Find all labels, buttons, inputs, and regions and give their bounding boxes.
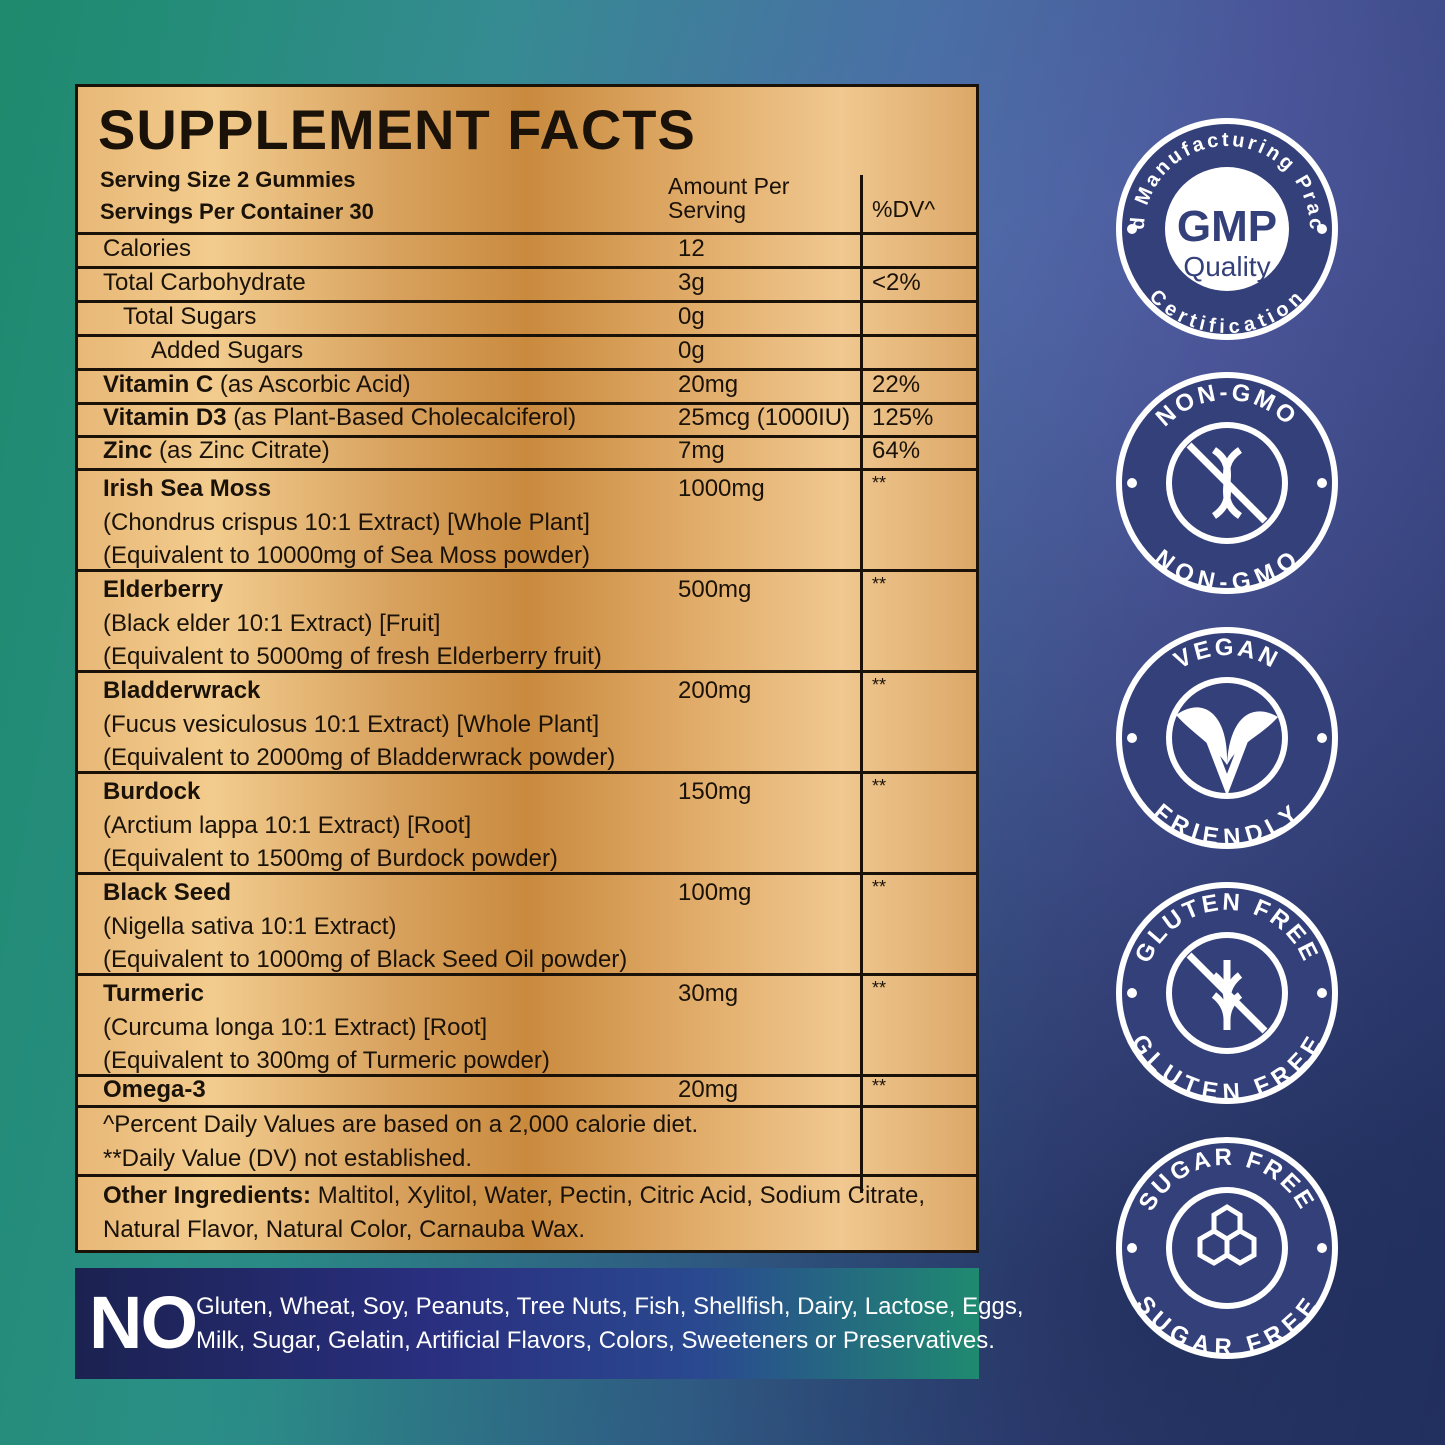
dv-header: %DV^	[872, 196, 936, 222]
row-divider	[78, 435, 976, 438]
sugar-badge: SUGAR FREE SUGAR FREE	[1116, 1137, 1338, 1361]
gluten-badge: GLUTEN FREE GLUTEN FREE	[1116, 882, 1338, 1106]
row-divider	[78, 300, 976, 303]
row-divider	[78, 266, 976, 269]
row-divider	[78, 973, 976, 976]
row-divider	[78, 468, 976, 471]
divider	[78, 1174, 976, 1177]
row-divider	[78, 670, 976, 673]
serving-size: Serving Size 2 Gummies	[100, 167, 356, 192]
row-divider	[78, 402, 976, 405]
svg-text:GMP: GMP	[1177, 202, 1277, 251]
row-divider	[78, 368, 976, 371]
dna-crossed-icon	[1186, 442, 1268, 524]
servings-per-container: Servings Per Container 30	[100, 199, 374, 224]
supplement-facts-panel: SUPPLEMENT FACTS Serving Size 2 Gummies …	[75, 84, 979, 1253]
row-divider	[78, 569, 976, 572]
row-divider	[78, 771, 976, 774]
row-divider	[78, 232, 976, 235]
leaf-v-icon	[1176, 707, 1278, 797]
wheat-crossed-icon	[1186, 952, 1268, 1034]
row-divider	[78, 334, 976, 337]
vegan-badge: VEGAN FRIENDLY	[1116, 627, 1338, 851]
panel-title: SUPPLEMENT FACTS	[98, 98, 696, 161]
other-ingredients: Other Ingredients: Maltitol, Xylitol, Wa…	[103, 1182, 925, 1243]
allergen-free-banner: NO Gluten, Wheat, Soy, Peanuts, Tree Nut…	[75, 1268, 1023, 1379]
row-divider	[78, 872, 976, 875]
sugar-cubes-icon	[1197, 1204, 1257, 1266]
nongmo-badge: NON-GMO NON-GMO	[1116, 372, 1338, 596]
gmp-badge: Good Manufacturing Practice Certificatio…	[1114, 116, 1338, 340]
divider	[78, 1105, 976, 1108]
amount-header: Amount Per Serving	[668, 173, 790, 223]
svg-text:Quality: Quality	[1183, 251, 1270, 282]
footnotes: ^Percent Daily Values are based on a 2,0…	[103, 1111, 699, 1172]
no-label: NO	[89, 1281, 198, 1364]
row-divider	[78, 1074, 976, 1077]
allergen-list: Gluten, Wheat, Soy, Peanuts, Tree Nuts, …	[196, 1293, 1024, 1354]
column-divider	[860, 175, 863, 1193]
